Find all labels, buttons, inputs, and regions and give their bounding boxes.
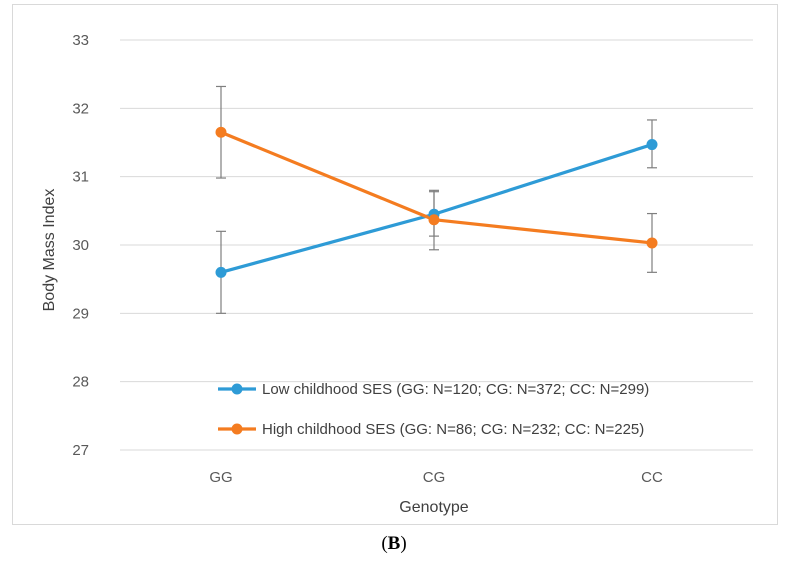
data-markers — [215, 126, 658, 278]
legend-entry: High childhood SES (GG: N=86; CG: N=232;… — [218, 421, 644, 438]
line-chart: 27 28 29 30 31 32 33 GG CG CC Low childhood SES … — [41, 32, 753, 516]
x-tick-labels: GG CG CC — [209, 469, 663, 486]
y-tick-label: 30 — [72, 237, 89, 254]
x-tick-label: CG — [423, 469, 446, 486]
data-point — [428, 214, 440, 226]
legend-entry: Low childhood SES (GG: N=120; CG: N=372;… — [218, 381, 649, 398]
y-axis-title: Body Mass Index — [41, 189, 58, 312]
y-tick-label: 31 — [72, 169, 89, 186]
data-point — [215, 266, 227, 278]
series-line-1 — [220, 130, 653, 245]
data-point — [646, 139, 658, 151]
data-point — [646, 237, 658, 249]
series-lines — [220, 130, 653, 274]
y-tick-label: 28 — [72, 374, 89, 391]
y-tick-label: 32 — [72, 100, 89, 117]
data-point — [215, 126, 227, 138]
y-tick-label: 29 — [72, 305, 89, 322]
y-tick-labels: 27 28 29 30 31 32 33 — [72, 32, 89, 459]
series-line-0 — [220, 143, 653, 274]
panel-label: (B) — [381, 533, 407, 554]
y-tick-label: 33 — [72, 32, 89, 49]
legend-label: Low childhood SES (GG: N=120; CG: N=372;… — [262, 381, 649, 398]
error-bars — [216, 85, 657, 314]
legend-marker — [231, 423, 243, 435]
x-axis-title: Genotype — [399, 499, 468, 516]
legend: Low childhood SES (GG: N=120; CG: N=372;… — [218, 381, 649, 438]
legend-label: High childhood SES (GG: N=86; CG: N=232;… — [262, 421, 644, 438]
x-tick-label: CC — [641, 469, 663, 486]
y-tick-label: 27 — [72, 442, 89, 459]
x-tick-label: GG — [209, 469, 232, 486]
chart-frame: 27 28 29 30 31 32 33 GG CG CC Low childhood SES … — [12, 4, 778, 525]
legend-marker — [231, 383, 243, 395]
